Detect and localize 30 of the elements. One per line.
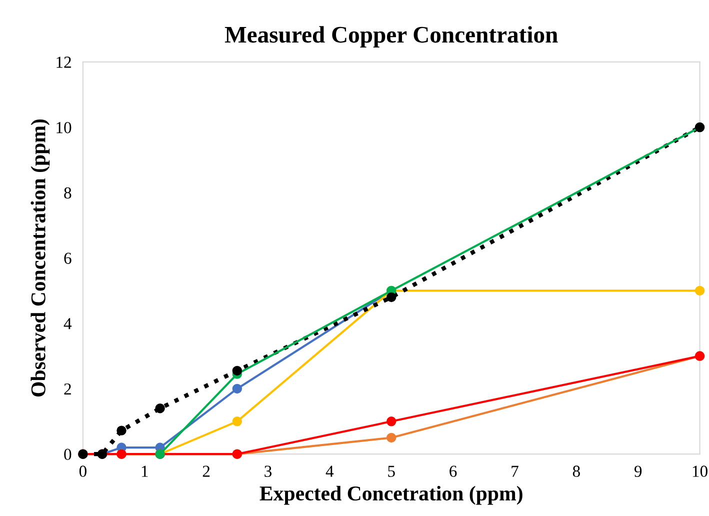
y-tick-label: 10 [56, 122, 72, 134]
point [232, 366, 242, 376]
point [232, 416, 242, 426]
x-axis-title: Expected Concetration (ppm) [260, 486, 522, 505]
point [232, 384, 242, 394]
point [116, 426, 126, 436]
y-tick-label: 6 [64, 252, 72, 264]
point [386, 292, 396, 302]
x-tick-label: 10 [692, 466, 708, 477]
y-tick-label: 2 [64, 383, 71, 395]
x-tick-label: 8 [572, 466, 580, 477]
x-tick-label: 9 [634, 466, 642, 477]
x-tick-label: 5 [388, 466, 395, 477]
point [386, 432, 396, 443]
y-tick-label: 8 [64, 187, 72, 199]
y-axis-title: Observed Concentration (ppm) [30, 119, 50, 396]
point [155, 403, 165, 414]
x-tick-label: 4 [326, 466, 334, 477]
point [386, 416, 396, 426]
x-tick-label: 2 [202, 466, 210, 477]
y-tick-label: 12 [56, 56, 71, 68]
y-tick-label: 4 [64, 318, 72, 330]
x-tick-label: 6 [450, 466, 457, 477]
point [694, 286, 705, 296]
x-tick-label: 1 [142, 466, 148, 477]
chart-title: Measured Copper Concentration [224, 26, 558, 48]
y-tick-label: 0 [64, 448, 72, 460]
x-tick-label: 7 [512, 466, 518, 477]
x-tick-label: 0 [79, 466, 86, 477]
x-tick-label: 3 [264, 466, 272, 477]
